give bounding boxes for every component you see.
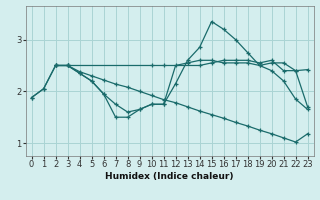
X-axis label: Humidex (Indice chaleur): Humidex (Indice chaleur) bbox=[105, 172, 234, 181]
